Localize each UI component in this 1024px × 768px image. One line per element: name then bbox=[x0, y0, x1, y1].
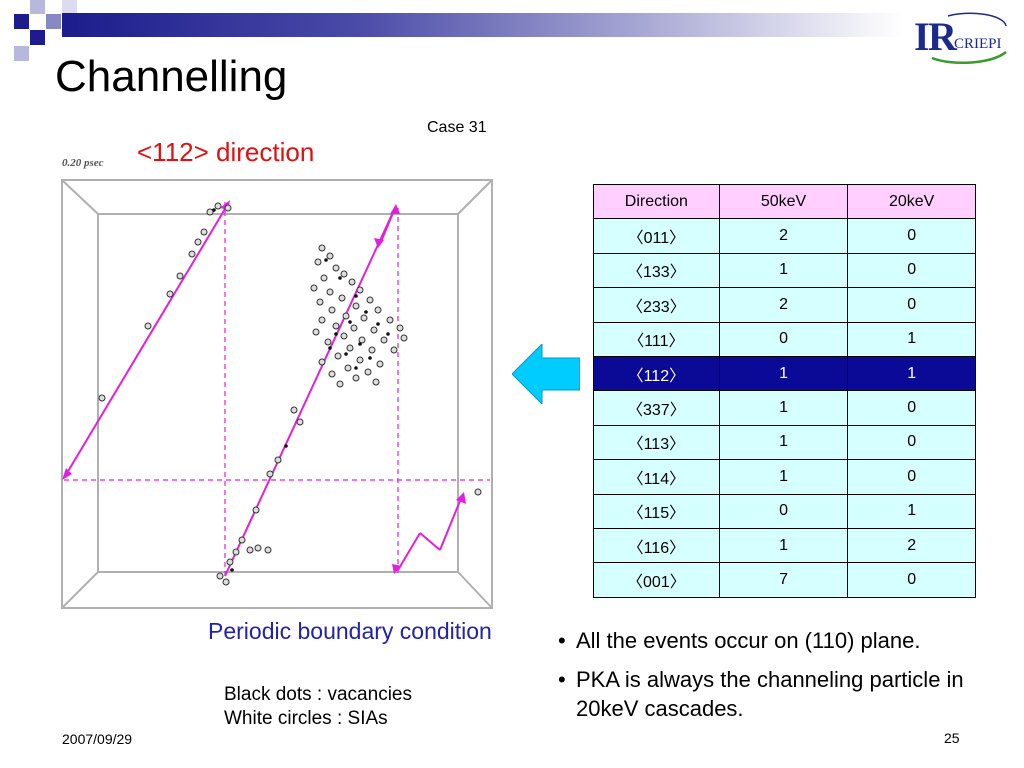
cell-direction: 〈001〉 bbox=[593, 562, 720, 598]
bullet-item: • All the events occur on (110) plane. bbox=[556, 626, 996, 655]
direction-label: <112> direction bbox=[137, 137, 315, 167]
bullet-dot-icon: • bbox=[558, 628, 566, 653]
bullet-list: • All the events occur on (110) plane. • P… bbox=[556, 626, 996, 733]
criepi-logo: I R CRIEPI bbox=[914, 12, 1007, 64]
left-arrow-icon bbox=[512, 344, 580, 404]
decor-square bbox=[62, 0, 77, 14]
cell-20kev: 1 bbox=[847, 493, 976, 529]
cell-50kev: 1 bbox=[718, 252, 849, 289]
decor-square bbox=[30, 30, 45, 45]
decor-square bbox=[30, 0, 45, 14]
cell-20kev: 0 bbox=[847, 287, 976, 323]
table-row: 〈114〉 1 0 bbox=[593, 459, 976, 495]
header-20kev: 20keV bbox=[847, 183, 976, 220]
cell-20kev: 0 bbox=[847, 390, 976, 426]
cell-direction: 〈112〉 bbox=[593, 355, 720, 392]
cell-direction: 〈133〉 bbox=[593, 252, 720, 289]
table-row: 〈133〉 1 0 bbox=[593, 252, 976, 289]
table-row: 〈115〉 0 1 bbox=[593, 493, 976, 529]
legend-vacancies: Black dots : vacancies bbox=[224, 684, 412, 705]
bullet-dot-icon: • bbox=[558, 667, 566, 692]
svg-text:R: R bbox=[928, 14, 958, 59]
cell-20kev: 0 bbox=[847, 562, 976, 598]
table-row: 〈113〉 1 0 bbox=[593, 424, 976, 461]
page-number: 25 bbox=[944, 730, 960, 746]
decor-square bbox=[14, 46, 29, 61]
cell-50kev: 2 bbox=[718, 218, 849, 254]
cell-direction: 〈111〉 bbox=[593, 321, 720, 357]
cell-20kev: 1 bbox=[847, 355, 976, 392]
cell-direction: 〈337〉 bbox=[593, 390, 720, 426]
time-label: 0.20 psec bbox=[62, 157, 104, 169]
decor-square bbox=[14, 14, 29, 29]
cell-50kev: 1 bbox=[718, 390, 849, 426]
table-row: 〈337〉 1 0 bbox=[593, 390, 976, 426]
legend-sias: White circles : SIAs bbox=[224, 708, 388, 729]
cell-20kev: 0 bbox=[847, 252, 976, 289]
footer-date: 2007/09/29 bbox=[62, 731, 133, 747]
bullet-item: • PKA is always the channeling particle i… bbox=[556, 665, 996, 723]
decor-square bbox=[46, 14, 61, 29]
table-header-row: Direction 50keV 20keV bbox=[593, 183, 976, 220]
cell-direction: 〈116〉 bbox=[593, 527, 720, 564]
cell-20kev: 0 bbox=[847, 218, 976, 254]
table-row: 〈011〉 2 0 bbox=[593, 218, 976, 254]
cell-direction: 〈011〉 bbox=[593, 218, 720, 254]
page-title: Channelling bbox=[55, 52, 288, 101]
cell-50kev: 1 bbox=[718, 355, 849, 392]
header-direction: Direction bbox=[593, 183, 720, 220]
cell-50kev: 1 bbox=[718, 527, 849, 564]
header-50kev: 50keV bbox=[718, 183, 849, 220]
table-row: 〈116〉 1 2 bbox=[593, 527, 976, 564]
cell-direction: 〈114〉 bbox=[593, 459, 720, 495]
cell-direction: 〈115〉 bbox=[593, 493, 720, 529]
legend: Black dots : vacancies White circles : S… bbox=[224, 683, 412, 731]
table-row: 〈001〉 7 0 bbox=[593, 562, 976, 598]
cell-20kev: 1 bbox=[847, 321, 976, 357]
cascade-simulation-image bbox=[61, 179, 493, 609]
cell-50kev: 1 bbox=[718, 424, 849, 461]
table-row-highlighted: 〈112〉 1 1 bbox=[593, 355, 976, 392]
cell-20kev: 2 bbox=[847, 527, 976, 564]
svg-text:CRIEPI: CRIEPI bbox=[954, 36, 1002, 52]
cell-50kev: 7 bbox=[718, 562, 849, 598]
header-gradient-bar bbox=[62, 13, 902, 37]
cell-50kev: 1 bbox=[718, 459, 849, 495]
svg-text:I: I bbox=[914, 14, 930, 59]
cell-20kev: 0 bbox=[847, 459, 976, 495]
cell-50kev: 2 bbox=[718, 287, 849, 323]
cell-direction: 〈113〉 bbox=[593, 424, 720, 461]
cell-50kev: 0 bbox=[718, 493, 849, 529]
bullet-text: PKA is always the channeling particle in… bbox=[576, 667, 964, 721]
direction-table: Direction 50keV 20keV 〈011〉 2 0 〈133〉 1 0 〈2… bbox=[593, 183, 976, 598]
table-row: 〈111〉 0 1 bbox=[593, 321, 976, 357]
case-label: Case 31 bbox=[427, 119, 487, 136]
cell-50kev: 0 bbox=[718, 321, 849, 357]
cell-direction: 〈233〉 bbox=[593, 287, 720, 323]
cell-20kev: 0 bbox=[847, 424, 976, 461]
pbc-label: Periodic boundary condition bbox=[208, 618, 492, 644]
bullet-text: All the events occur on (110) plane. bbox=[576, 628, 921, 653]
table-row: 〈233〉 2 0 bbox=[593, 287, 976, 323]
